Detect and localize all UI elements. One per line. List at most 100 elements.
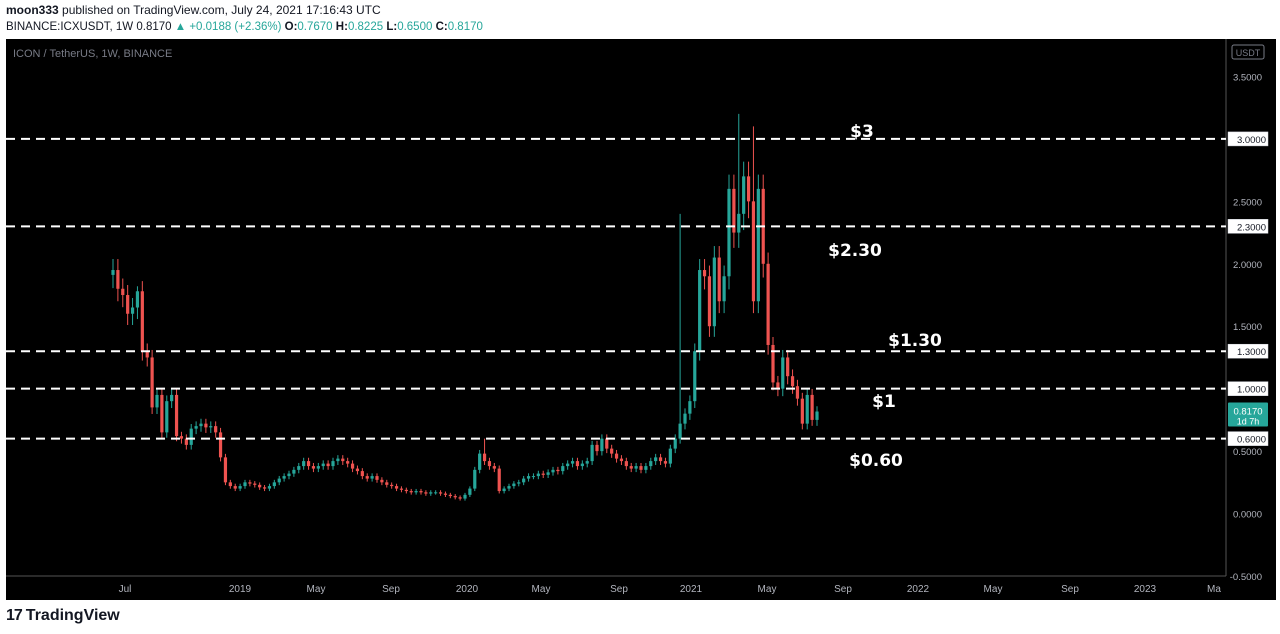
candle-body [394, 486, 399, 489]
candle-body [487, 461, 492, 467]
candle-body [502, 488, 506, 492]
candle-body [551, 469, 555, 473]
candle-body [370, 476, 374, 479]
candle-body [165, 401, 169, 433]
candle-body [707, 276, 712, 327]
candle-body [399, 488, 404, 490]
candle-body [194, 426, 198, 429]
level-annotation: $3 [850, 122, 874, 142]
candle-body [482, 453, 487, 462]
y-tick-label: 2.5000 [1233, 197, 1262, 208]
currency-badge: USDT [1236, 48, 1261, 58]
candle-body [507, 486, 511, 489]
candle-body [145, 351, 149, 358]
level-annotation: $2.30 [828, 241, 882, 261]
candle-body [786, 357, 790, 377]
candle-body [365, 476, 369, 479]
y-tick-label: 0.0000 [1233, 510, 1262, 521]
candle-body [678, 423, 682, 439]
candle-body [448, 494, 452, 497]
candle-body [698, 270, 702, 352]
candle-body [404, 489, 408, 492]
candle-body [595, 444, 599, 452]
y-tick-label: 0.5000 [1233, 447, 1262, 458]
candle-body [634, 466, 638, 469]
candle-body [776, 382, 780, 389]
ohlc-value: 0.8170 [447, 21, 483, 33]
ohlc-value: 0.7670 [297, 21, 333, 33]
candle-body [737, 213, 741, 233]
ohlc-key: C: [435, 21, 448, 33]
candle-body [580, 463, 584, 467]
candle-body [311, 466, 316, 469]
ohlc-key: O: [284, 21, 298, 33]
candle-body [600, 438, 604, 452]
candle-body [218, 432, 223, 458]
candle-body [267, 486, 272, 489]
current-price-badge [1228, 402, 1268, 427]
candle-body [751, 201, 756, 302]
level-badge [1227, 131, 1269, 147]
candle-body [209, 426, 213, 428]
publish-line: moon333 published on TradingView.com, Ju… [6, 2, 483, 19]
candle-body [570, 461, 575, 464]
level-badge-text: 1.0000 [1237, 385, 1266, 396]
candle-body [375, 476, 379, 480]
candle-body [683, 413, 687, 424]
candle-body [541, 473, 545, 475]
candle-body [199, 423, 203, 427]
author-name[interactable]: moon333 [6, 3, 59, 17]
y-tick-label: 2.0000 [1233, 260, 1262, 271]
candle-body [302, 461, 306, 467]
tradingview-footer[interactable]: 17 TradingView [6, 607, 120, 625]
candle-body [605, 438, 609, 449]
candle-body [204, 423, 208, 428]
publish-info: published on TradingView.com, July 24, 2… [62, 3, 381, 17]
candle-body [771, 344, 775, 383]
ohlc-value: 0.8225 [347, 21, 384, 33]
candle-body [468, 488, 472, 495]
candle-body [292, 469, 296, 474]
x-tick-label: Jul [119, 584, 132, 595]
x-tick-label: 2021 [680, 584, 703, 595]
candle-body [693, 351, 697, 402]
level-annotation: $1 [872, 392, 896, 412]
candle-body [688, 401, 692, 414]
candle-body [732, 188, 736, 233]
x-tick-label: Sep [610, 584, 628, 595]
candle-body [614, 453, 619, 459]
candle-body [248, 482, 252, 484]
candle-body [297, 466, 301, 470]
candle-body [438, 492, 443, 494]
level-badge [1227, 381, 1269, 396]
candle-body [473, 469, 477, 489]
candle-body [815, 411, 819, 420]
currency-badge-box [1231, 44, 1265, 60]
x-tick-label: 2022 [907, 584, 930, 595]
chart-header: moon333 published on TradingView.com, Ju… [6, 2, 483, 36]
candle-body [189, 428, 193, 445]
candle-body [243, 482, 247, 487]
candle-body [673, 438, 677, 449]
candle-body [380, 479, 384, 483]
candle-body [253, 483, 257, 485]
candle-body [526, 476, 531, 479]
candle-body [350, 463, 355, 469]
ohlc-values: O:0.7670 H:0.8225 L:0.6500 C:0.8170 [285, 21, 483, 33]
candle-body [443, 493, 448, 495]
y-tick-label: 3.5000 [1233, 72, 1262, 83]
current-price-countdown: 1d 7h [1237, 417, 1260, 427]
level-badge [1227, 219, 1269, 234]
candle-body [419, 491, 423, 493]
time-axis [6, 576, 1276, 600]
candle-body [424, 492, 428, 494]
y-tick-label: -0.5000 [1230, 572, 1262, 583]
candle-body [536, 473, 540, 477]
candle-body [756, 188, 760, 302]
candle-body [223, 457, 228, 483]
candle-body [766, 263, 770, 345]
candle-body [790, 376, 795, 387]
candle-body [639, 466, 643, 470]
candle-body [126, 295, 130, 314]
